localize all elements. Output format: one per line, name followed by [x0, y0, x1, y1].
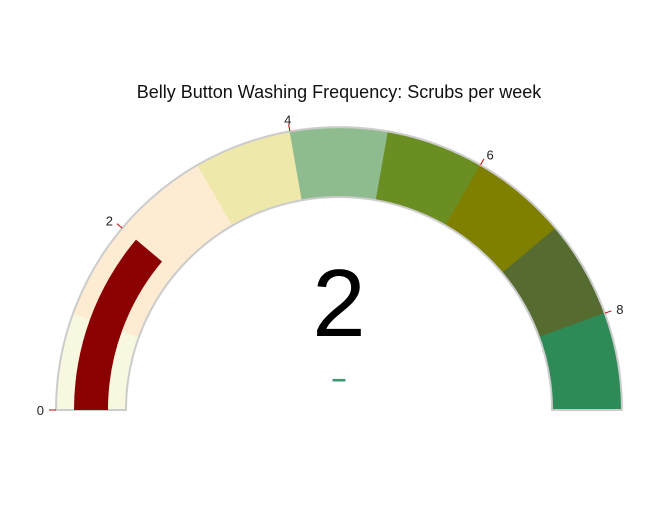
gauge-tick-8: [604, 310, 612, 314]
gauge-steps: [55, 126, 623, 411]
gauge-delta: –: [332, 363, 346, 393]
gauge-tick-label-8: 8: [616, 302, 623, 317]
gauge-tick-label-0: 0: [37, 403, 44, 418]
gauge-ticks: 0 2 4 6 8: [37, 112, 624, 418]
gauge-border: [54, 126, 624, 411]
gauge-tick-label-2: 2: [106, 213, 113, 228]
gauge-tick-label-6: 6: [487, 148, 494, 163]
chart-title: Belly Button Washing Frequency: Scrubs p…: [137, 82, 543, 102]
gauge-step-4: [289, 126, 389, 201]
gauge-tick-2: [116, 223, 123, 229]
gauge-tick-label-4: 4: [284, 112, 291, 127]
gauge-value: 2: [312, 250, 365, 357]
gauge-tick-6: [480, 158, 485, 166]
gauge-value-bar: [74, 239, 163, 410]
gauge-tick-4: [288, 124, 291, 132]
